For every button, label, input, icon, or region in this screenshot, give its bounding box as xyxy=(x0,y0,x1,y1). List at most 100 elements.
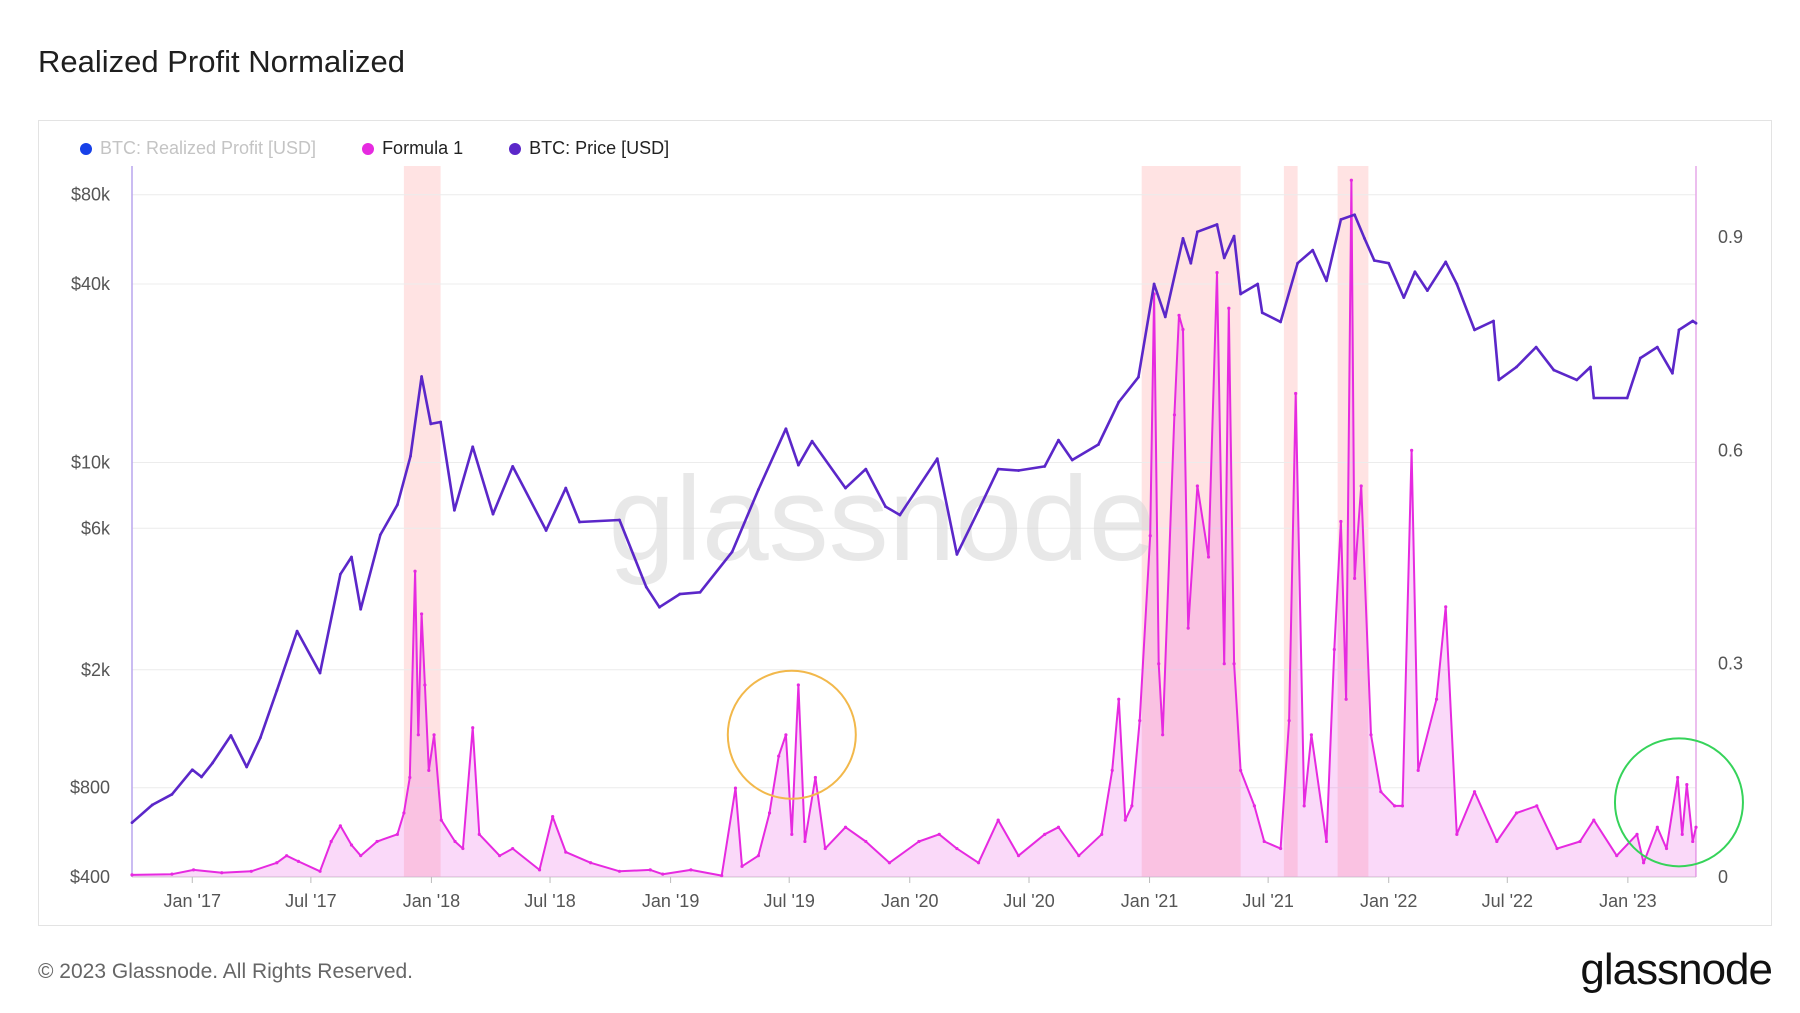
btc-price-point-91 xyxy=(1677,328,1681,332)
formula-1-point-68 xyxy=(1148,534,1152,538)
btc-price-point-92 xyxy=(1691,319,1695,323)
btc-price-point-83 xyxy=(1552,368,1556,372)
formula-1-point-14 xyxy=(395,832,399,836)
formula-1-point-82 xyxy=(1239,768,1243,772)
formula-1-point-44 xyxy=(784,733,788,737)
btc-price-point-40 xyxy=(884,505,887,509)
btc-price-point-47 xyxy=(1043,465,1047,468)
btc-price-point-93 xyxy=(1694,321,1698,325)
btc-price-point-90 xyxy=(1671,371,1674,375)
formula-1-point-122 xyxy=(1694,825,1698,829)
formula-1-point-17 xyxy=(413,569,417,573)
formula-1-point-113 xyxy=(1615,854,1619,858)
formula-1-point-118 xyxy=(1676,775,1680,780)
btc-price-point-43 xyxy=(955,552,959,556)
btc-price-point-39 xyxy=(864,467,868,471)
highlight-band-1 xyxy=(1141,166,1241,877)
formula-1-point-35 xyxy=(648,868,652,872)
btc-price-point-38 xyxy=(844,486,847,490)
formula-1-point-61 xyxy=(1077,854,1081,858)
btc-price-point-24 xyxy=(511,465,515,468)
btc-price-point-56 xyxy=(1189,261,1193,265)
btc-price-point-11 xyxy=(318,671,322,675)
formula-1-point-107 xyxy=(1495,839,1499,844)
formula-1-point-23 xyxy=(439,818,443,822)
formula-1-point-83 xyxy=(1252,804,1256,808)
legend-item-realized-profit[interactable]: BTC: Realized Profit [USD] xyxy=(80,138,316,159)
btc-price-point-81 xyxy=(1515,365,1518,369)
formula-1-point-0 xyxy=(130,873,134,877)
btc-price-point-46 xyxy=(1017,469,1020,472)
formula-1-point-11 xyxy=(349,843,354,847)
btc-price-line xyxy=(131,213,1697,824)
btc-price-point-1 xyxy=(150,803,154,807)
btc-price-point-3 xyxy=(190,768,194,772)
formula-1-point-50 xyxy=(843,825,848,829)
formula-1-point-33 xyxy=(589,861,593,865)
annotation-circle-1 xyxy=(1613,737,1744,868)
x-tick-label-8: Jan '21 xyxy=(1121,891,1178,911)
formula-1-point-39 xyxy=(733,786,738,790)
btc-price-point-78 xyxy=(1473,328,1476,332)
formula-1-point-105 xyxy=(1455,832,1459,836)
formula-1-point-96 xyxy=(1359,484,1363,488)
formula-1-point-94 xyxy=(1349,178,1353,182)
btc-price-point-60 xyxy=(1232,234,1236,238)
formula-1-point-85 xyxy=(1278,846,1283,851)
formula-1-point-27 xyxy=(477,832,481,836)
y-left-tick-label-6: $80k xyxy=(71,185,111,205)
formula-1-point-100 xyxy=(1400,804,1405,808)
formula-1-point-110 xyxy=(1555,846,1559,851)
formula-1-point-80 xyxy=(1227,306,1231,310)
formula-1-point-34 xyxy=(617,869,622,873)
btc-price-point-7 xyxy=(245,765,249,769)
y-right-tick-label-0: 0 xyxy=(1718,867,1728,887)
btc-price-point-18 xyxy=(420,375,424,378)
formula-1-point-108 xyxy=(1514,811,1519,815)
formula-1-point-43 xyxy=(777,754,781,758)
btc-price-point-77 xyxy=(1455,282,1459,286)
btc-price-point-72 xyxy=(1387,261,1391,265)
formula-1-point-88 xyxy=(1302,804,1306,808)
brand-logo[interactable]: glassnode xyxy=(1580,945,1773,994)
formula-1-point-87 xyxy=(1294,391,1298,396)
btc-price-point-27 xyxy=(578,520,581,524)
btc-price-point-49 xyxy=(1070,458,1074,462)
btc-price-point-70 xyxy=(1363,236,1366,240)
chart-panel xyxy=(38,120,1772,926)
btc-price-point-13 xyxy=(350,555,353,559)
formula-1-point-92 xyxy=(1339,519,1343,524)
btc-price-point-65 xyxy=(1296,261,1300,265)
btc-price-point-16 xyxy=(395,503,399,507)
formula-1-point-24 xyxy=(453,839,457,844)
formula-1-point-99 xyxy=(1393,804,1397,808)
formula-1-point-106 xyxy=(1472,790,1477,794)
formula-1-point-71 xyxy=(1161,733,1165,737)
formula-1-point-7 xyxy=(296,859,301,863)
btc-price-point-76 xyxy=(1444,260,1448,264)
y-left-tick-label-0: $400 xyxy=(70,867,110,887)
btc-price-point-36 xyxy=(796,463,800,467)
btc-price-point-69 xyxy=(1353,213,1357,217)
btc-price-point-19 xyxy=(429,422,433,426)
formula-1-point-55 xyxy=(955,846,959,851)
btc-price-point-74 xyxy=(1413,270,1417,274)
formula-1-point-13 xyxy=(375,839,379,844)
legend-item-btc-price[interactable]: BTC: Price [USD] xyxy=(509,138,669,159)
formula-1-point-1 xyxy=(170,872,174,876)
annotations xyxy=(726,669,1744,868)
btc-price-point-10 xyxy=(295,629,299,633)
legend-item-formula-1[interactable]: Formula 1 xyxy=(362,138,463,159)
formula-1-point-38 xyxy=(720,873,724,878)
legend-label-formula-1: Formula 1 xyxy=(382,138,464,158)
btc-price-point-25 xyxy=(544,529,548,532)
btc-price-point-35 xyxy=(784,427,788,431)
formula-1-point-95 xyxy=(1353,576,1357,580)
btc-price-point-58 xyxy=(1215,223,1219,226)
formula-1-point-37 xyxy=(689,868,693,872)
x-tick-label-6: Jan '20 xyxy=(881,891,938,911)
btc-price-point-54 xyxy=(1163,315,1167,319)
btc-price-point-51 xyxy=(1117,400,1121,404)
formula-1-point-21 xyxy=(427,768,431,772)
x-tick-label-10: Jan '22 xyxy=(1360,891,1417,911)
